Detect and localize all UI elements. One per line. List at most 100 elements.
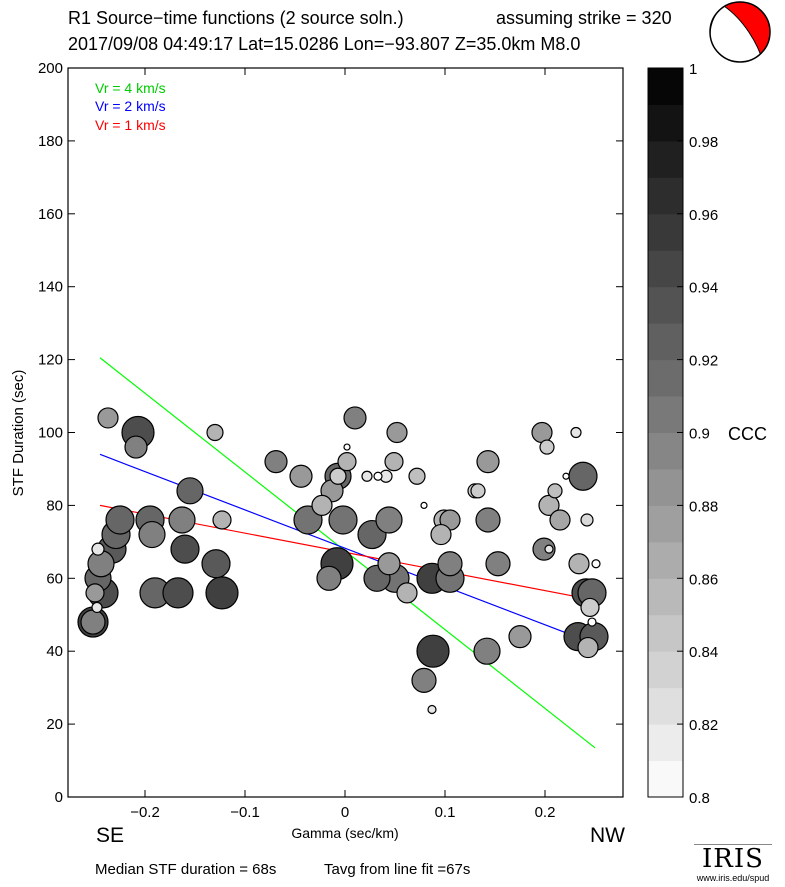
- colorbar-tick-label: 0.92: [689, 353, 718, 370]
- seismogram-icon: [694, 832, 772, 845]
- data-point: [343, 406, 367, 430]
- data-point: [377, 552, 401, 576]
- se-label: SE: [96, 824, 124, 847]
- data-point: [85, 583, 105, 603]
- data-point: [386, 421, 408, 444]
- data-point: [91, 601, 103, 614]
- data-point: [396, 582, 418, 604]
- data-point: [105, 505, 135, 535]
- colorbar-band: [648, 724, 683, 762]
- data-point: [80, 609, 106, 635]
- tavg-text: Tavg from line fit =67s: [324, 861, 471, 878]
- data-point: [361, 470, 373, 482]
- data-point: [531, 421, 553, 444]
- colorbar-tick-label: 0.98: [689, 134, 718, 151]
- x-tick-label: −0.1: [230, 804, 260, 821]
- data-point: [384, 452, 404, 472]
- colorbar-band: [648, 140, 683, 178]
- data-point: [97, 407, 119, 429]
- data-point: [375, 506, 403, 534]
- x-axis-label: Gamma (sec/km): [291, 825, 398, 841]
- colorbar-tick-label: 0.96: [689, 207, 718, 224]
- data-point: [437, 551, 463, 577]
- data-point: [580, 513, 594, 527]
- colorbar-band: [648, 286, 683, 324]
- y-tick-label: 100: [38, 425, 63, 442]
- data-point: [264, 450, 288, 474]
- colorbar-band: [648, 104, 683, 142]
- iris-logo-text: IRIS: [702, 844, 764, 874]
- nw-label: NW: [590, 824, 625, 847]
- data-point: [539, 439, 555, 455]
- data-point: [411, 667, 437, 693]
- data-point: [408, 467, 426, 485]
- data-point: [570, 426, 582, 439]
- data-point: [430, 523, 452, 546]
- iris-logo: IRIS www.iris.edu/spud: [688, 832, 778, 883]
- data-point: [162, 577, 194, 609]
- y-tick-label: 200: [38, 60, 63, 77]
- data-point: [508, 625, 532, 649]
- x-tick-label: −0.2: [130, 804, 160, 821]
- iris-url: www.iris.edu/spud: [696, 873, 770, 883]
- colorbar-band: [648, 760, 683, 798]
- colorbar-band: [648, 578, 683, 616]
- data-point: [568, 553, 590, 575]
- data-point: [205, 576, 239, 610]
- colorbar-band: [648, 396, 683, 433]
- legend-vr1: Vr = 1 km/s: [95, 117, 166, 133]
- y-tick-label: 60: [46, 570, 63, 587]
- legend-vr4: Vr = 4 km/s: [95, 80, 166, 96]
- x-tick-label: 0.1: [435, 804, 456, 821]
- x-tick-label: 0.2: [535, 804, 556, 821]
- colorbar-tick-label: 0.84: [689, 644, 718, 661]
- strike-label: assuming strike = 320: [496, 8, 672, 28]
- data-point: [562, 472, 570, 480]
- colorbar-band: [648, 432, 683, 470]
- colorbar-band: [648, 213, 683, 251]
- focal-mechanism-beachball-icon: [709, 1, 771, 63]
- data-point: [124, 435, 148, 459]
- y-tick-label: 40: [46, 643, 63, 660]
- colorbar-tick-label: 0.82: [689, 717, 718, 734]
- data-point: [587, 617, 597, 627]
- data-point: [337, 452, 357, 472]
- data-point: [343, 443, 351, 451]
- colorbar-band: [648, 468, 683, 506]
- y-tick-label: 20: [46, 716, 63, 733]
- colorbar-band: [648, 614, 683, 652]
- data-point: [206, 423, 224, 442]
- event-info: 2017/09/08 04:49:17 Lat=15.0286 Lon=−93.…: [68, 34, 581, 54]
- y-axis-label: STF Duration (sec): [10, 370, 27, 497]
- data-point: [485, 551, 511, 577]
- data-point: [328, 505, 358, 535]
- data-point: [427, 704, 437, 715]
- y-tick-label: 120: [38, 352, 63, 369]
- median-stf-text: Median STF duration = 68s: [95, 861, 277, 878]
- data-point: [176, 477, 204, 505]
- colorbar-tick-label: 0.9: [689, 426, 710, 443]
- data-point: [416, 634, 450, 668]
- data-point: [591, 559, 601, 569]
- y-tick-label: 80: [46, 497, 63, 514]
- data-point: [201, 549, 231, 579]
- data-point: [476, 450, 500, 474]
- y-tick-label: 180: [38, 133, 63, 150]
- colorbar-band: [648, 359, 683, 397]
- colorbar-tick-label: 0.94: [689, 280, 718, 297]
- legend-vr2: Vr = 2 km/s: [95, 98, 166, 114]
- y-tick-label: 0: [55, 789, 63, 806]
- data-point: [577, 636, 599, 659]
- colorbar-band: [648, 541, 683, 579]
- colorbar-tick-label: 1: [689, 61, 697, 78]
- data-point: [470, 483, 486, 499]
- colorbar-tick-label: 0.88: [689, 498, 718, 515]
- colorbar-band: [648, 505, 683, 543]
- data-point: [170, 534, 200, 564]
- data-point: [168, 506, 196, 534]
- colorbar-band: [648, 651, 683, 689]
- data-point: [544, 544, 554, 554]
- data-point: [329, 467, 347, 485]
- colorbar-band: [648, 68, 683, 105]
